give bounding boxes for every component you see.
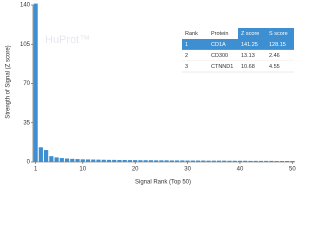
bar [143, 160, 148, 162]
bar [96, 159, 101, 162]
bar [201, 160, 206, 162]
x-tick-label: 10 [79, 167, 86, 173]
table-cell [182, 61, 208, 72]
bar [216, 160, 222, 162]
table-text: 10.68 [241, 64, 255, 70]
bar [290, 160, 295, 162]
table-cell [238, 39, 266, 50]
bar [85, 159, 91, 162]
bar [279, 160, 284, 162]
table-header-cell [182, 28, 208, 39]
table-text: 2.46 [269, 53, 280, 59]
table-header-cell [238, 28, 266, 39]
bar [122, 159, 127, 162]
bar [264, 160, 269, 162]
table-cell [208, 61, 238, 72]
bar [206, 160, 211, 162]
bar [248, 160, 253, 162]
bar [54, 157, 59, 162]
bar [274, 160, 279, 162]
bar [106, 159, 112, 162]
bar [164, 160, 169, 162]
bar [185, 160, 190, 162]
x-axis-label: Signal Rank (Top 50) [135, 180, 191, 186]
bar [38, 147, 43, 162]
table-text: 13.13 [241, 53, 255, 59]
x-tick-label: 30 [184, 167, 191, 173]
x-tick-label: 20 [132, 167, 139, 173]
x-tick-label: 40 [237, 167, 244, 173]
bar [243, 160, 248, 162]
bar [138, 160, 143, 162]
table-text: 3 [185, 64, 188, 70]
table-text: 4.55 [269, 64, 280, 70]
bar [33, 3, 38, 162]
bar [269, 160, 274, 162]
x-tick-label: 1 [34, 167, 38, 173]
bar [148, 160, 153, 162]
table-header: Rank [185, 31, 198, 37]
bar [101, 159, 106, 162]
bar [169, 160, 174, 162]
bar [180, 160, 185, 162]
bar [49, 156, 54, 162]
table-cell [266, 61, 294, 72]
bar [59, 158, 64, 162]
y-axis-label: Strength of Signal (Z score) [6, 45, 12, 118]
bar [285, 160, 290, 162]
table-cell [238, 61, 266, 72]
bar [75, 159, 80, 162]
table-cell [238, 50, 266, 61]
bar [237, 160, 243, 162]
bar [117, 159, 122, 162]
bar [127, 160, 133, 162]
bar [133, 160, 138, 162]
bar [195, 160, 201, 162]
table-header: Z score [241, 31, 259, 37]
bar [154, 160, 159, 162]
table-cell [266, 39, 294, 50]
chart: HuProt™ Signal Rank (Top 50) Strength of… [6, 3, 297, 186]
table-cell [266, 50, 294, 61]
bar [258, 160, 264, 162]
bar [253, 160, 258, 162]
y-tick-label: 35 [23, 120, 30, 126]
table-text: CTNND1 [211, 64, 233, 70]
table-text: 128.15 [269, 42, 286, 48]
bar [112, 159, 117, 162]
bar [190, 160, 195, 162]
y-tick-label: 0 [27, 160, 31, 166]
y-tick-label: 105 [20, 42, 31, 48]
table-cell [208, 50, 238, 61]
y-tick-label: 70 [23, 81, 30, 87]
bar [91, 159, 96, 162]
bar [70, 158, 75, 162]
bar [222, 160, 227, 162]
table-header-cell [266, 28, 294, 39]
bar [211, 160, 216, 162]
bar [64, 158, 70, 162]
table-text: 141.25 [241, 42, 258, 48]
bar [227, 160, 232, 162]
table-text: CD300 [211, 53, 228, 59]
watermark: HuProt™ [45, 34, 90, 46]
bar [80, 159, 85, 162]
table-header: S score [269, 31, 288, 37]
bar [175, 160, 180, 162]
table-text: 2 [185, 53, 188, 59]
table-cell [182, 50, 208, 61]
x-tick-label: 50 [289, 167, 296, 173]
table-cell [208, 39, 238, 50]
bar [159, 160, 164, 162]
bar [232, 160, 237, 162]
table-header: Protein [211, 31, 228, 37]
table-text: CD1A [211, 42, 226, 48]
table-text: 1 [185, 42, 188, 48]
table-cell [182, 39, 208, 50]
bar [44, 150, 49, 162]
y-tick-label: 140 [20, 3, 31, 9]
table-header-cell [208, 28, 238, 39]
